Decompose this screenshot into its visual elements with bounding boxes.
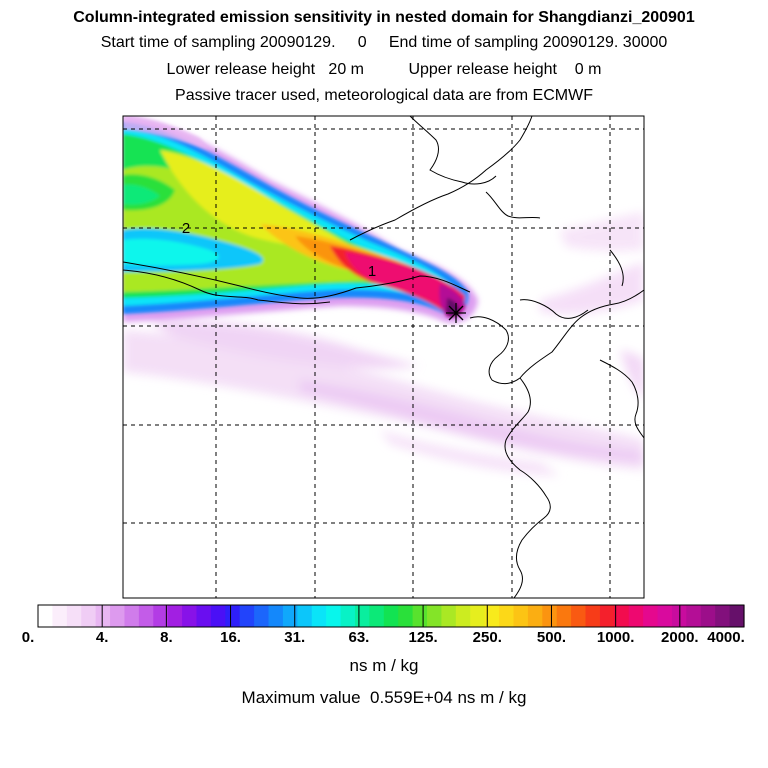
colorbar-cell bbox=[585, 605, 601, 627]
release-site-star-icon bbox=[446, 303, 466, 323]
colorbar-cell bbox=[369, 605, 385, 627]
colorbar-cell bbox=[254, 605, 270, 627]
colorbar-cell bbox=[383, 605, 399, 627]
colorbar-cell bbox=[110, 605, 126, 627]
colorbar-cell bbox=[542, 605, 558, 627]
colorbar-cell bbox=[499, 605, 515, 627]
colorbar-tick-label: 31. bbox=[284, 629, 306, 646]
colorbar-cell bbox=[441, 605, 457, 627]
release-height-line: Lower release height 20 m Upper release … bbox=[166, 61, 602, 78]
colorbar-cell bbox=[268, 605, 284, 627]
colorbar-cell bbox=[700, 605, 716, 627]
colorbar-tick-label: 16. bbox=[220, 629, 241, 646]
graticule bbox=[123, 116, 644, 598]
colorbar-cell bbox=[599, 605, 615, 627]
map-panel: 2 1 bbox=[123, 116, 644, 598]
colorbar-cell bbox=[354, 605, 370, 627]
colorbar-cell bbox=[657, 605, 673, 627]
colorbar-cell bbox=[138, 605, 154, 627]
colorbar-cell bbox=[340, 605, 356, 627]
contour-label-2: 2 bbox=[182, 220, 190, 237]
colorbar-cell bbox=[66, 605, 82, 627]
colorbar-cell bbox=[81, 605, 97, 627]
colorbar-tick-label: 125. bbox=[408, 629, 438, 646]
colorbar-cell bbox=[38, 605, 54, 627]
plume-contours bbox=[123, 116, 478, 324]
colorbar-cell bbox=[196, 605, 212, 627]
colorbar-cell bbox=[52, 605, 68, 627]
colorbar-cell bbox=[427, 605, 443, 627]
colorbar-tick-label: 4000. bbox=[707, 629, 745, 646]
colorbar-cell bbox=[484, 605, 500, 627]
colorbar-cell bbox=[455, 605, 471, 627]
colorbar-cell bbox=[239, 605, 255, 627]
colorbar-cell bbox=[556, 605, 572, 627]
colorbar-cell bbox=[628, 605, 644, 627]
contour-label-1: 1 bbox=[368, 263, 376, 280]
colorbar-cell bbox=[398, 605, 414, 627]
tracer-info-line: Passive tracer used, meteorological data… bbox=[175, 87, 593, 104]
colorbar-tick-label: 250. bbox=[472, 629, 502, 646]
coastlines-borders bbox=[123, 116, 644, 598]
colorbar-cell bbox=[95, 605, 111, 627]
colorbar-cell bbox=[311, 605, 327, 627]
colorbar-cell bbox=[643, 605, 659, 627]
colorbar-cell bbox=[513, 605, 529, 627]
colorbar-tick-label: 1000. bbox=[596, 629, 635, 646]
figure-title: Column-integrated emission sensitivity i… bbox=[73, 9, 695, 26]
maximum-value-label: Maximum value 0.559E+04 ns m / kg bbox=[241, 688, 527, 707]
colorbar-cell bbox=[571, 605, 587, 627]
colorbar-tick-label: 0. bbox=[21, 629, 35, 646]
colorbar-cell bbox=[729, 605, 745, 627]
map-frame bbox=[122, 115, 645, 599]
sampling-time-line: Start time of sampling 20090129. 0 End t… bbox=[100, 34, 668, 51]
colorbar-cell bbox=[470, 605, 486, 627]
colorbar-tick-label: 2000. bbox=[661, 629, 699, 646]
colorbar-cell bbox=[124, 605, 140, 627]
colorbar-cell bbox=[182, 605, 198, 627]
colorbar-cell bbox=[686, 605, 702, 627]
colorbar bbox=[37, 604, 745, 628]
colorbar-cell bbox=[614, 605, 630, 627]
colorbar-tick-label: 8. bbox=[160, 629, 173, 646]
colorbar-tick-label: 4. bbox=[95, 629, 109, 646]
colorbar-cell bbox=[527, 605, 543, 627]
colorbar-cell bbox=[153, 605, 169, 627]
colorbar-cell bbox=[715, 605, 731, 627]
colorbar-cell bbox=[210, 605, 226, 627]
low-sensitivity-field bbox=[123, 212, 644, 476]
colorbar-cell bbox=[412, 605, 428, 627]
colorbar-cell bbox=[297, 605, 313, 627]
colorbar-cell bbox=[225, 605, 241, 627]
colorbar-frame bbox=[37, 604, 745, 628]
colorbar-unit-label: ns m / kg bbox=[349, 656, 419, 675]
colorbar-tick-label: 63. bbox=[348, 629, 370, 646]
colorbar-cell bbox=[326, 605, 342, 627]
colorbar-cell bbox=[167, 605, 183, 627]
colorbar-cell bbox=[282, 605, 298, 627]
colorbar-tick-label: 500. bbox=[536, 629, 567, 646]
